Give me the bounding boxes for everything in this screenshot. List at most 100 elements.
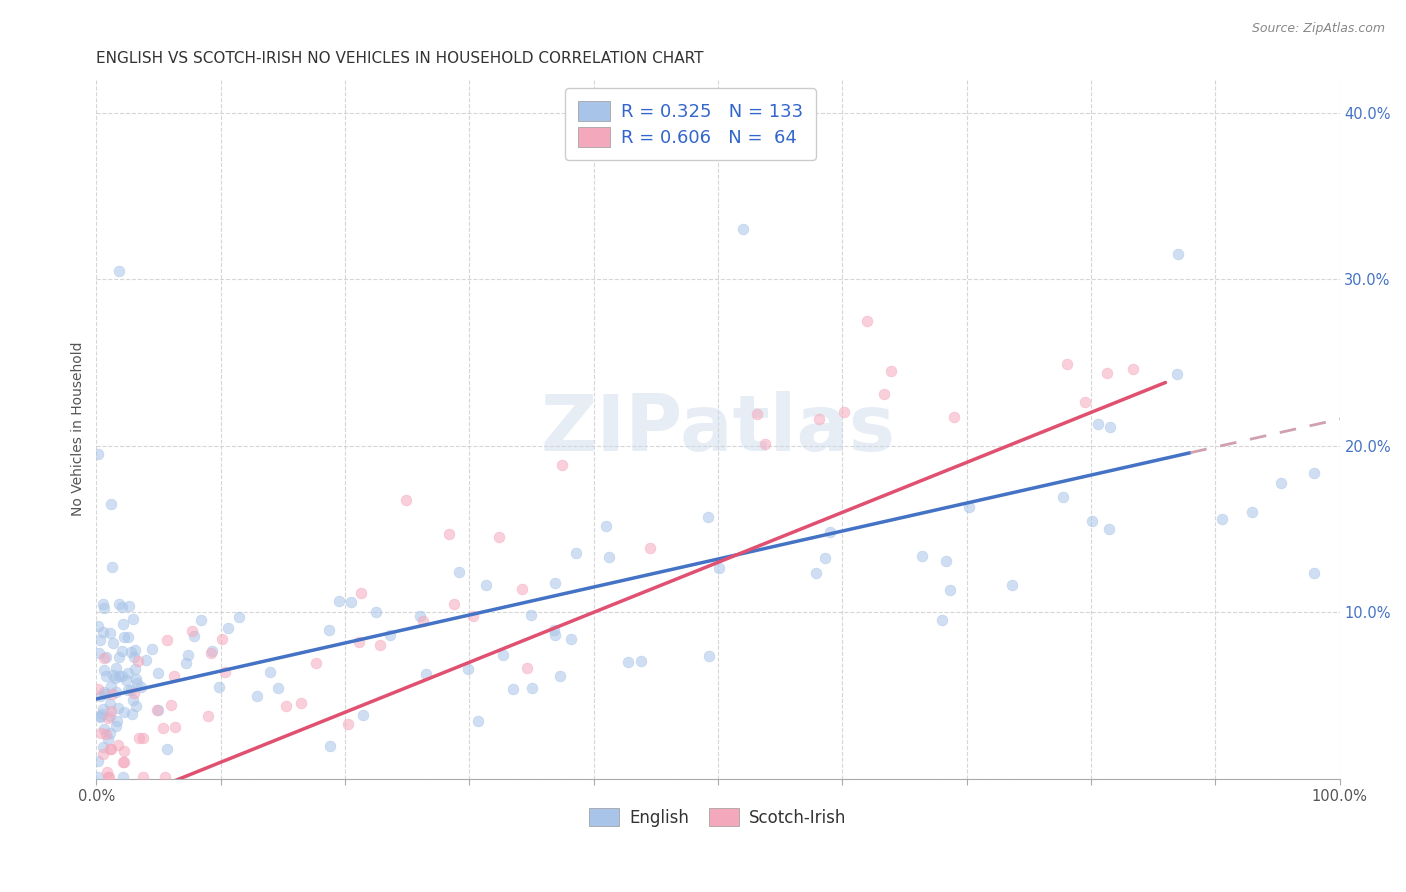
Point [94,650,117,665]
Point [474,577,496,591]
Point [93,702,115,716]
Point [696,510,718,524]
Point [328,594,350,608]
Point [153,770,176,784]
Point [156,632,179,647]
Point [1098,522,1121,536]
Point [412,614,434,628]
Point [104,684,127,698]
Point [1270,475,1292,490]
Point [89,710,111,724]
Point [117,630,139,644]
Point [93,651,115,665]
Point [124,662,146,676]
Point [352,708,374,723]
Point [544,575,567,590]
Point [350,586,373,600]
Point [709,561,731,575]
Point [488,530,510,544]
Point [754,437,776,451]
Point [156,741,179,756]
Point [89,632,111,647]
Point [447,565,470,579]
Point [97,770,120,784]
Point [550,668,572,682]
Point [266,681,288,696]
Point [1087,417,1109,431]
Point [111,617,134,632]
Point [943,409,966,424]
Point [125,676,148,690]
Point [290,697,312,711]
Point [395,493,418,508]
Point [97,732,120,747]
Text: ENGLISH VS SCOTCH-IRISH NO VEHICLES IN HOUSEHOLD CORRELATION CHART: ENGLISH VS SCOTCH-IRISH NO VEHICLES IN H… [97,51,704,66]
Point [502,681,524,696]
Point [100,742,122,756]
Point [1211,512,1233,526]
Point [197,709,219,723]
Point [124,643,146,657]
Point [98,726,121,740]
Point [415,667,437,681]
Point [117,666,139,681]
Point [118,599,141,614]
Point [100,679,122,693]
Point [105,714,128,728]
Point [1099,420,1122,434]
Point [259,665,281,680]
Point [122,693,145,707]
Point [208,681,231,695]
Point [598,549,620,564]
Point [112,706,135,720]
Point [86,447,108,461]
Point [93,597,115,611]
Point [117,682,139,697]
Point [91,624,114,639]
Point [319,739,342,754]
Point [91,747,114,762]
Point [107,738,129,752]
Point [731,222,754,236]
Point [93,684,115,698]
Point [93,723,115,737]
Point [544,628,567,642]
Point [94,688,117,702]
Point [111,669,134,683]
Point [457,662,479,676]
Point [560,632,582,646]
Point [520,608,543,623]
Point [89,708,111,723]
Point [93,600,115,615]
Point [94,669,117,683]
Point [111,644,134,658]
Point [565,546,588,560]
Point [107,700,129,714]
Point [146,703,169,717]
Point [1166,367,1188,381]
Point [160,698,183,713]
Point [856,314,879,328]
Point [1081,514,1104,528]
Point [1167,247,1189,261]
Point [101,668,124,682]
Point [111,770,134,784]
Point [409,608,432,623]
Point [931,613,953,627]
Point [148,703,170,717]
Point [104,671,127,685]
Point [105,661,128,675]
Point [97,770,120,784]
Point [832,405,855,419]
Point [872,386,894,401]
Point [1303,466,1326,480]
Point [1056,357,1078,371]
Point [86,770,108,784]
Point [101,636,124,650]
Legend: English, Scotch-Irish: English, Scotch-Irish [582,802,853,833]
Point [201,644,224,658]
Point [640,541,662,556]
Point [87,646,110,660]
Point [96,765,118,780]
Point [814,551,837,566]
